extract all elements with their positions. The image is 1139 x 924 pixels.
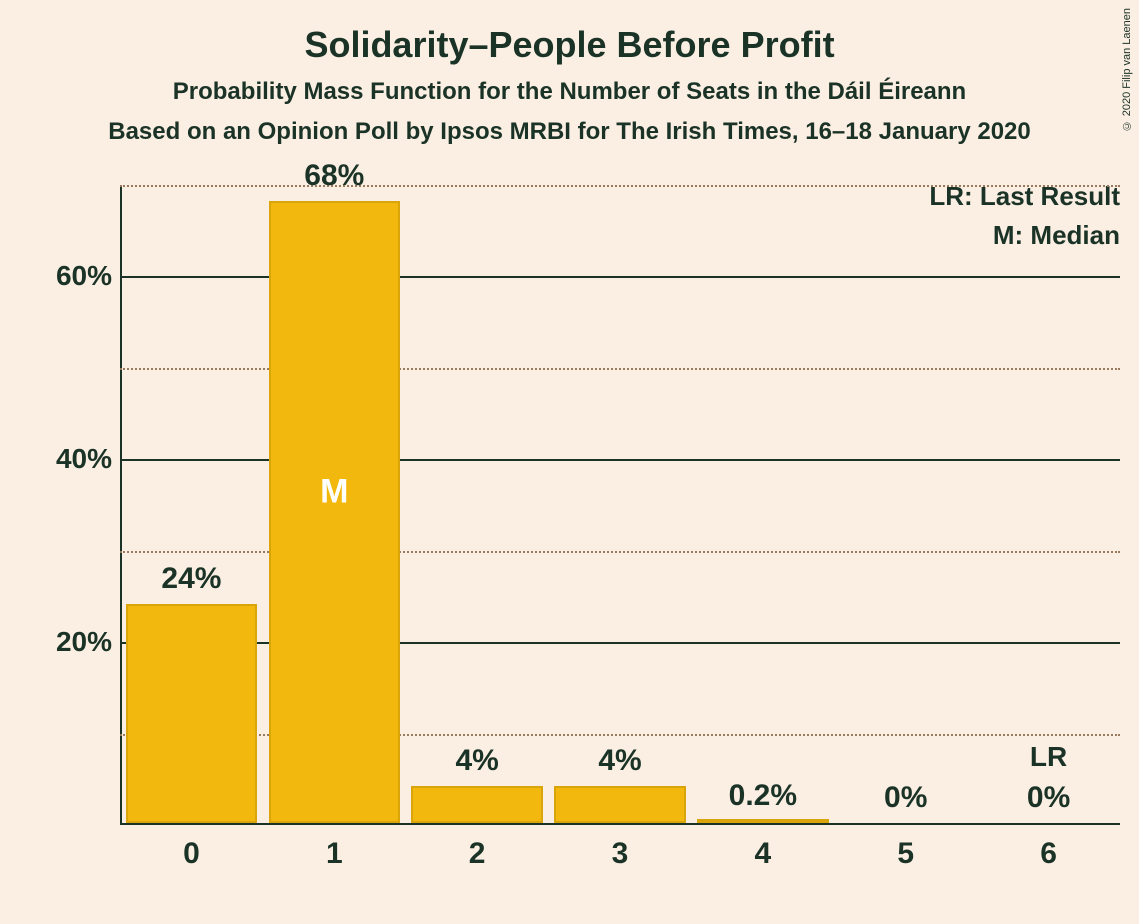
credits-text: © 2020 Filip van Laenen [1121,8,1133,131]
bar [554,786,685,823]
bar-value-label: 0% [884,781,927,815]
bar [126,604,257,823]
x-tick-label: 5 [897,837,914,871]
chart-title: Solidarity–People Before Profit [0,0,1139,66]
y-tick-label: 20% [32,626,112,658]
legend: LR: Last Result M: Median [929,181,1120,259]
bar [697,819,828,823]
legend-m: M: Median [929,220,1120,251]
bar-value-label: 4% [455,744,498,778]
x-tick-label: 1 [326,837,343,871]
bar [269,201,400,823]
bar-value-label: 24% [161,562,221,596]
y-tick-label: 40% [32,443,112,475]
chart-subtitle-1: Probability Mass Function for the Number… [0,78,1139,106]
y-tick-label: 60% [32,260,112,292]
bar [411,786,542,823]
chart-subtitle-2: Based on an Opinion Poll by Ipsos MRBI f… [0,118,1139,146]
x-tick-label: 0 [183,837,200,871]
chart-container: LR: Last Result M: Median 20%40%60%24%06… [60,185,1120,865]
plot-area: LR: Last Result M: Median 20%40%60%24%06… [120,185,1120,825]
bar-value-label: 0.2% [729,779,797,813]
median-marker: M [320,473,348,512]
x-tick-label: 2 [469,837,486,871]
x-axis [120,823,1120,825]
bar-value-label: 4% [598,744,641,778]
x-tick-label: 4 [755,837,772,871]
x-tick-label: 6 [1040,837,1057,871]
y-axis [120,185,122,825]
bar-value-label: 68% [304,159,364,193]
x-tick-label: 3 [612,837,629,871]
last-result-marker: LR [1030,741,1067,773]
grid-minor-line [120,185,1120,187]
bar-value-label: 0% [1027,781,1070,815]
